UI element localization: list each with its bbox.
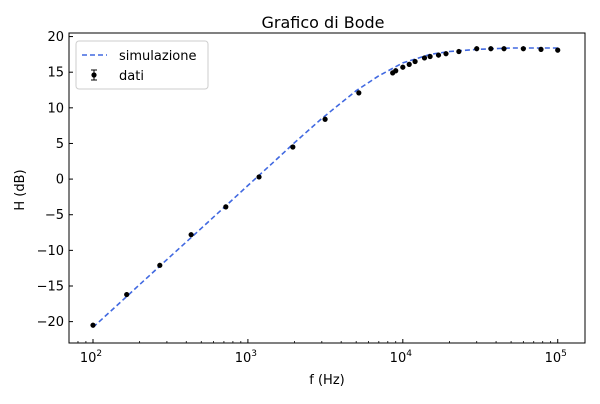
data-point [520,46,526,52]
y-tick-label: −5 [45,208,64,223]
legend-box [75,40,209,90]
data-point-marker [256,174,262,180]
x-tick-label-exponent: 4 [406,349,412,359]
data-point-marker [520,46,526,52]
data-point-marker [322,116,328,122]
plot-area [90,46,561,328]
legend-dati-label: dati [119,69,144,84]
data-point [400,64,406,70]
x-tick-label-exponent: 5 [561,349,567,359]
data-point [501,46,507,52]
data-point [188,232,194,238]
y-tick-label: 0 [56,173,64,188]
data-point [157,262,163,268]
data-point [435,52,442,58]
y-tick-label: −15 [37,279,64,294]
x-tick-label-base: 10 [545,351,562,366]
plot-frame [68,32,586,344]
data-point-marker [124,291,130,298]
data-point [474,46,480,52]
data-point-marker [427,53,433,60]
y-tick-label: 15 [47,66,64,81]
data-point [290,144,296,150]
data-point [90,322,96,328]
x-tick-label: 104 [390,349,413,366]
x-tick-label: 103 [235,349,257,366]
data-point [393,68,399,74]
y-tick-label: 10 [47,101,64,116]
data-point-marker [406,61,412,67]
data-point [124,291,130,298]
y-tick-label: −10 [37,244,64,259]
data-point-marker [393,68,399,74]
data-point-marker [90,322,96,328]
x-tick-label: 102 [80,349,102,366]
data-point-marker [223,204,229,210]
chart-title: Grafico di Bode [262,13,385,32]
data-point-marker [435,52,442,58]
x-tick-label: 105 [545,349,567,366]
data-point [256,174,262,180]
data-point-marker [188,232,194,238]
x-tick-label-exponent: 2 [96,349,102,359]
data-point-marker [443,51,449,57]
data-point [456,48,462,55]
x-tick-label-base: 10 [390,351,407,366]
legend-simulation-label: simulazione [119,49,197,64]
data-point-marker [421,55,428,61]
data-point [538,46,544,52]
legend-dati-marker [91,72,97,78]
data-point [356,90,362,96]
data-point-marker [474,46,480,52]
data-point-marker [412,58,418,65]
data-point [412,58,418,65]
legend: simulazione dati [75,40,209,90]
data-point-marker [290,144,296,150]
data-point-marker [555,47,561,53]
x-axis-label: f (Hz) [309,373,344,388]
data-point-marker [400,64,406,70]
data-point [406,61,412,67]
data-point-marker [456,48,462,55]
data-point-marker [538,46,544,52]
y-tick-label: −20 [37,315,64,330]
data-point [421,55,428,61]
data-point [322,116,328,122]
x-tick-label-exponent: 3 [251,349,257,359]
data-point-marker [488,46,494,52]
y-tick-label: 20 [47,30,64,45]
simulation-line [92,47,558,328]
y-tick-label: 5 [56,137,64,152]
data-point-marker [356,90,362,96]
data-point [443,51,449,57]
data-point-marker [157,262,163,268]
data-point-marker [501,46,507,52]
data-point [223,204,229,210]
data-point [488,46,494,52]
data-point [555,47,561,53]
x-tick-label-base: 10 [80,351,97,366]
x-tick-label-base: 10 [235,351,252,366]
data-point [427,53,433,60]
y-axis-label: H (dB) [13,169,28,210]
